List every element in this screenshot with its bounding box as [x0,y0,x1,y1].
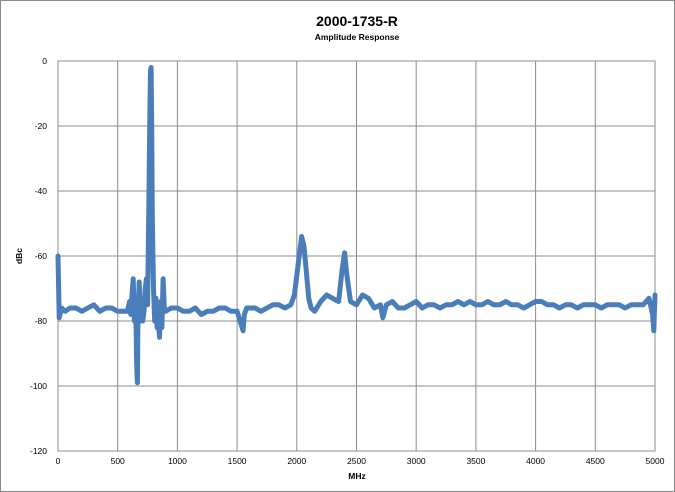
x-tick-label: 2000 [287,456,306,466]
x-tick-label: 5000 [646,456,665,466]
y-tick-label: -80 [35,316,48,326]
y-tick-label: -60 [35,251,48,261]
x-tick-label: 1000 [168,456,187,466]
chart-subtitle: Amplitude Response [315,32,400,42]
y-tick-label: -20 [35,121,48,131]
x-tick-labels: 0 500 1000 1500 2000 2500 3000 3500 4000 4500 5000 [56,456,665,466]
y-tick-label: 0 [42,56,47,66]
x-tick-label: 3000 [407,456,426,466]
x-tick-label: 2500 [347,456,366,466]
x-axis-title: MHz [348,471,365,481]
x-tick-label: 500 [111,456,125,466]
x-tick-label: 0 [56,456,61,466]
y-axis-title: dBc [14,248,24,264]
chart-title: 2000-1735-R [316,13,398,29]
y-tick-labels: 0 -20 -40 -60 -80 -100 -120 [30,56,47,456]
y-tick-label: -120 [30,446,47,456]
x-tick-label: 4000 [526,456,545,466]
y-tick-label: -40 [35,186,48,196]
series-line [55,65,658,386]
x-tick-label: 3500 [466,456,485,466]
series-layer [55,65,658,386]
x-tick-label: 4500 [586,456,605,466]
y-tick-label: -100 [30,381,47,391]
x-tick-label: 1500 [228,456,247,466]
